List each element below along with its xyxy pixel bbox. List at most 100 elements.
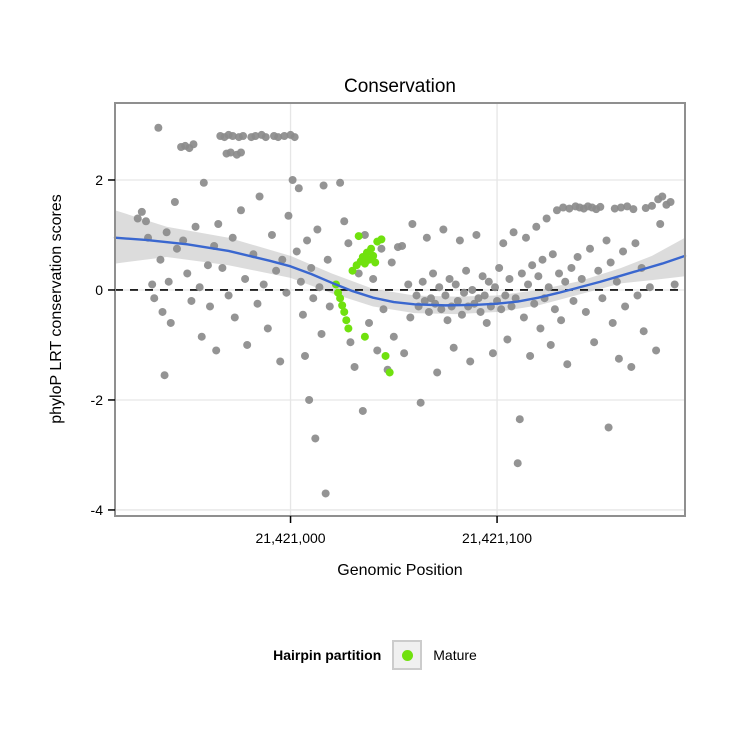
point-other — [509, 228, 518, 237]
point-other — [358, 406, 367, 415]
point-other — [441, 291, 450, 300]
point-other — [228, 131, 237, 140]
y-axis-label: phyloP LRT conservation scores — [48, 194, 65, 424]
point-other — [137, 207, 146, 216]
point-other — [197, 332, 206, 341]
point-other — [282, 288, 291, 297]
point-other — [565, 204, 574, 213]
point-other — [647, 201, 656, 210]
point-other — [435, 283, 444, 292]
point-other — [292, 247, 301, 256]
point-other — [629, 205, 638, 214]
legend-key — [392, 640, 423, 670]
point-other — [158, 307, 167, 316]
point-other — [623, 202, 632, 211]
point-other — [495, 263, 504, 272]
point-other — [267, 230, 276, 239]
point-other — [164, 277, 173, 286]
point-other — [336, 178, 345, 187]
point-other — [325, 302, 334, 311]
legend-item-label: Mature — [433, 647, 477, 663]
point-other — [521, 233, 530, 242]
point-other — [387, 258, 396, 267]
point-other — [172, 244, 181, 253]
point-other — [666, 197, 675, 206]
point-other — [218, 263, 227, 272]
point-other — [236, 206, 245, 215]
point-other — [307, 263, 316, 272]
point-other — [573, 252, 582, 261]
point-other — [315, 283, 324, 292]
point-other — [590, 338, 599, 347]
point-other — [445, 274, 454, 283]
point-other — [437, 305, 446, 314]
point-other — [569, 296, 578, 305]
point-other — [491, 283, 499, 292]
point-other — [294, 184, 303, 193]
point-mature — [336, 294, 345, 303]
point-other — [253, 299, 262, 308]
point-other — [497, 305, 506, 314]
point-other — [633, 291, 642, 300]
point-other — [162, 228, 171, 237]
point-other — [550, 305, 559, 314]
point-other — [272, 266, 281, 275]
point-other — [156, 255, 165, 264]
point-other — [561, 277, 570, 286]
point-other — [544, 283, 553, 292]
point-other — [453, 296, 462, 305]
point-other — [484, 277, 493, 286]
point-other — [606, 258, 615, 267]
point-other — [581, 307, 590, 316]
point-other — [462, 266, 471, 275]
point-mature — [342, 316, 351, 325]
point-other — [280, 131, 289, 140]
point-other — [377, 244, 386, 253]
point-other — [274, 133, 283, 142]
point-other — [429, 269, 438, 278]
point-other — [288, 175, 297, 184]
panel-border — [114, 102, 686, 517]
point-other — [478, 272, 487, 281]
point-mature — [338, 301, 347, 310]
point-other — [563, 360, 572, 369]
point-other — [360, 230, 369, 239]
point-other — [482, 318, 491, 327]
point-other — [602, 236, 611, 245]
point-other — [610, 204, 619, 213]
point-other — [230, 313, 239, 322]
point-other — [141, 217, 150, 226]
point-other — [148, 280, 157, 289]
point-other — [236, 148, 245, 157]
point-other — [536, 324, 545, 333]
point-other — [303, 236, 312, 245]
point-other — [255, 192, 264, 201]
point-other — [670, 280, 679, 289]
mature-point-icon — [401, 649, 413, 661]
point-other — [552, 206, 561, 215]
point-other — [298, 310, 307, 319]
legend: Hairpin partition Mature — [0, 638, 750, 672]
point-other — [443, 316, 452, 325]
point-other — [183, 269, 192, 278]
point-other — [354, 269, 363, 278]
point-other — [420, 296, 429, 305]
point-other — [206, 302, 214, 311]
point-other — [515, 415, 524, 424]
point-other — [404, 280, 413, 289]
point-other — [526, 351, 535, 360]
point-other — [524, 280, 533, 289]
point-other — [460, 288, 469, 297]
point-mature — [344, 324, 353, 333]
point-other — [170, 197, 179, 206]
point-other — [290, 133, 299, 142]
point-other — [532, 222, 541, 231]
point-other — [616, 203, 625, 212]
point-mature — [340, 307, 349, 316]
point-other — [276, 357, 285, 366]
point-other — [639, 327, 648, 336]
point-mature — [360, 332, 369, 341]
y-tick-label: 2 — [95, 172, 103, 188]
point-other — [517, 269, 526, 278]
